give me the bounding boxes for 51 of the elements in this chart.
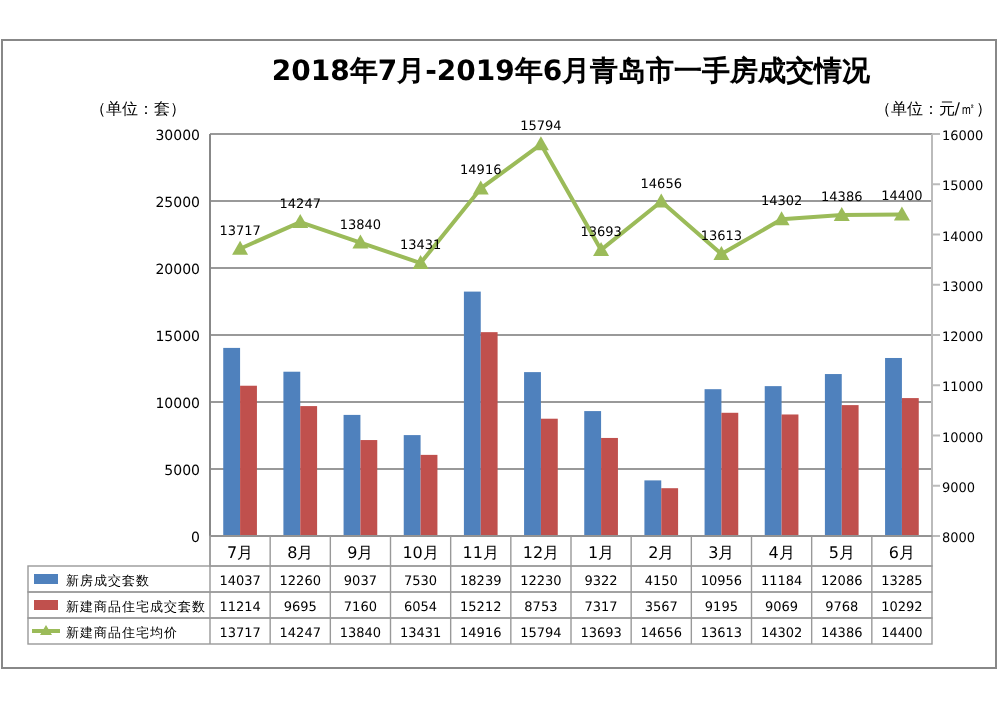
x-tick-label: 4月	[768, 544, 795, 562]
x-tick-label: 6月	[888, 544, 916, 562]
bar	[764, 386, 782, 536]
point	[352, 234, 369, 249]
bar	[360, 440, 378, 536]
bar	[841, 405, 859, 536]
point	[532, 136, 549, 151]
x-tick-label: 12月	[522, 544, 560, 562]
bar	[584, 411, 602, 536]
point	[412, 255, 429, 270]
bar	[223, 347, 241, 536]
bar	[480, 332, 498, 536]
point	[653, 193, 670, 208]
point	[773, 211, 790, 226]
point	[593, 241, 610, 256]
bar	[403, 435, 421, 536]
bar	[824, 374, 842, 536]
bar	[524, 372, 541, 536]
bar	[300, 406, 318, 536]
y2-axis-title: （单位：元/㎡）	[874, 100, 992, 118]
bar	[540, 418, 558, 536]
point	[893, 206, 910, 221]
bar	[240, 385, 257, 536]
point	[833, 207, 850, 222]
bar	[644, 480, 662, 536]
bar	[704, 389, 722, 536]
x-tick-label: 10月	[402, 544, 439, 562]
point	[472, 180, 489, 195]
y-axis-title: （单位：套）	[90, 100, 186, 118]
x-tick-label: 11月	[462, 544, 499, 562]
bar	[661, 488, 679, 536]
point	[232, 240, 249, 255]
bar	[283, 371, 301, 536]
x-tick-label: 1月	[587, 544, 615, 562]
x-tick-label: 8月	[287, 544, 314, 562]
x-tick-label: 3月	[708, 544, 735, 562]
bar	[721, 412, 739, 536]
bar	[343, 414, 361, 536]
point	[292, 214, 309, 229]
bar	[463, 291, 481, 536]
bar	[901, 398, 919, 536]
chart-title: 2018年7月-2019年6月青岛市一手房成交情况	[271, 54, 873, 88]
bar	[781, 414, 799, 536]
bar	[420, 454, 438, 536]
x-tick-label: 9月	[347, 544, 374, 562]
x-tick-label: 2月	[648, 544, 675, 562]
bar	[601, 437, 618, 536]
point	[713, 245, 730, 260]
bar	[885, 357, 902, 536]
x-tick-label: 7月	[226, 544, 254, 562]
x-tick-label: 5月	[828, 544, 855, 562]
